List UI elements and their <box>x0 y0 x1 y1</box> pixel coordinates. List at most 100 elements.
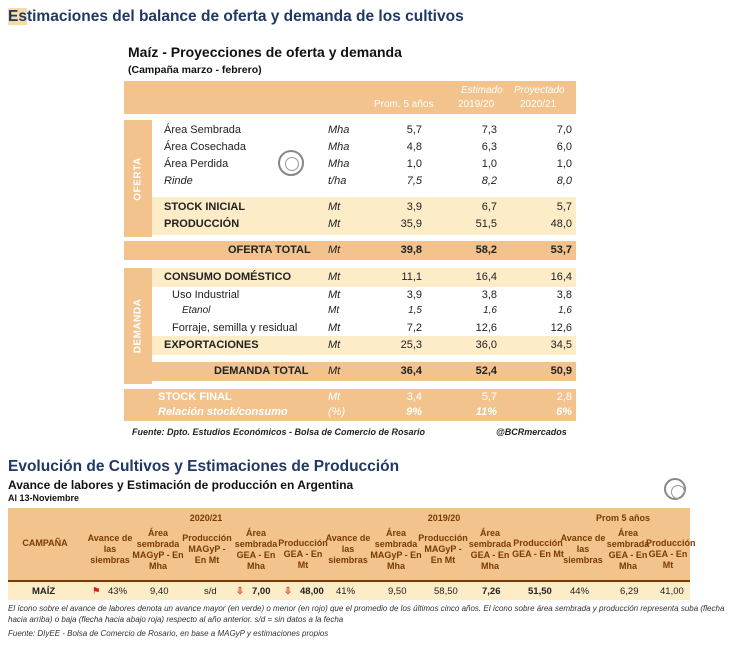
label: Área Sembrada <box>164 124 242 136</box>
label: Rinde <box>164 175 193 187</box>
header-proyectado: Proyectado <box>514 85 565 96</box>
prod-magyp-2019-20: 58,50 <box>434 586 458 597</box>
arrow-down-icon: ⇩ <box>284 586 292 597</box>
unit: Mt <box>328 218 341 230</box>
crop-label: MAÍZ <box>32 586 56 597</box>
arrow-down-icon: ⇩ <box>236 586 244 597</box>
unit: Mha <box>328 124 350 136</box>
value-2019-20: 6,7 <box>481 201 497 213</box>
col-avance-2: Avance de las siembras <box>325 533 371 565</box>
value-2019-20: 16,4 <box>475 271 497 283</box>
value-prom5: 4,8 <box>406 141 422 153</box>
header-prom5: Prom. 5 años <box>374 99 434 110</box>
value-prom5: 1,5 <box>408 305 422 316</box>
flag-icon: ⚑ <box>92 586 101 597</box>
value-2020-21: 1,0 <box>556 158 572 170</box>
col-prod-magyp-2: Producción MAGyP - En Mt <box>418 533 468 565</box>
main-title: Estimaciones del balance de oferta y dem… <box>8 8 464 26</box>
bcr-seal-icon-2 <box>664 478 686 500</box>
bcr-seal-icon <box>278 150 304 176</box>
col-prod-gea-1: Producción GEA - En Mt <box>278 538 328 570</box>
value-prom5: 3,4 <box>406 391 422 403</box>
value-2020-21: 3,8 <box>556 289 572 301</box>
footnote: El ícono sobre el avance de labores deno… <box>8 604 725 624</box>
header-2020-21: 2020/21 <box>520 99 557 110</box>
table1-source: Fuente: Dpto. Estudios Económicos - Bols… <box>132 427 426 437</box>
area-gea-2020-21: 7,00 <box>252 586 271 597</box>
row-exportaciones: EXPORTACIONES Mt 25,3 36,0 34,5 <box>124 337 576 354</box>
row-stock-inicial: STOCK INICIAL Mt 3,9 6,7 5,7 <box>124 199 576 216</box>
header-estimado: Estimado <box>461 85 503 96</box>
prod-magyp-2020-21: s/d <box>204 586 217 597</box>
band-oferta-total <box>124 241 576 260</box>
prod-gea-2020-21: 48,00 <box>300 586 324 597</box>
value-2020-21: 50,9 <box>550 365 572 377</box>
label: EXPORTACIONES <box>164 339 259 351</box>
value-2019-20: 3,8 <box>481 289 497 301</box>
section2-date: Al 13-Noviembre <box>8 493 80 503</box>
group-2019-20: 2019/20 <box>427 513 461 523</box>
row-area-sembrada: Área Sembrada Mha 5,7 7,3 7,0 <box>124 122 576 139</box>
col-prod-gea-2: Producción GEA - En Mt <box>512 538 564 559</box>
col-area-magyp-2: Área sembrada MAGyP - En Mha <box>370 528 422 571</box>
header-2019-20: 2019/20 <box>458 99 495 110</box>
value-prom5: 7,2 <box>406 322 422 334</box>
band-demanda-total <box>124 362 576 381</box>
avance-2019-20: 41% <box>336 586 356 597</box>
area-magyp-2020-21: 9,40 <box>150 586 169 597</box>
row-area-cosechada: Área Cosechada Mha 4,8 6,3 6,0 <box>124 139 576 156</box>
label: Área Perdida <box>164 158 229 170</box>
value-prom5: 3,9 <box>406 289 422 301</box>
unit: Mt <box>328 201 341 213</box>
unit: Mt <box>328 289 341 301</box>
unit: Mt <box>328 244 341 256</box>
avance-prom5: 44% <box>570 586 590 597</box>
progress-table-header: 2020/21 2019/20 Prom 5 años CAMPAÑA Avan… <box>8 508 696 580</box>
label: Forraje, semilla y residual <box>172 322 298 334</box>
table-subtitle: (Campaña marzo - febrero) <box>128 64 262 76</box>
col-avance-1: Avance de las siembras <box>87 533 133 565</box>
area-gea-prom5: 6,29 <box>620 586 639 597</box>
value-2020-21: 1,6 <box>558 305 572 316</box>
value-prom5: 25,3 <box>400 339 422 351</box>
value-2019-20: 1,6 <box>483 305 497 316</box>
row-demanda-total: DEMANDA TOTAL Mt 36,4 52,4 50,9 <box>124 363 576 380</box>
unit: Mt <box>328 305 340 316</box>
value-2019-20: 58,2 <box>475 244 497 256</box>
row-oferta-total: OFERTA TOTAL Mt 39,8 58,2 53,7 <box>124 242 576 259</box>
value-2019-20: 12,6 <box>475 322 497 334</box>
label: Relación stock/consumo <box>158 406 288 418</box>
col-area-gea-2: Área sembrada GEA - En Mha <box>468 528 512 571</box>
label: OFERTA TOTAL <box>228 244 311 256</box>
value-2019-20: 11% <box>475 406 497 418</box>
col-area-gea-3: Área sembrada GEA - En Mha <box>606 528 650 571</box>
band-stock-final <box>124 389 576 421</box>
row-consumo: CONSUMO DOMÉSTICO Mt 11,1 16,4 16,4 <box>124 269 576 286</box>
col-prod-magyp-1: Producción MAGyP - En Mt <box>182 533 232 565</box>
row-area-perdida: Área Perdida Mha 1,0 1,0 1,0 <box>124 156 576 173</box>
label: Uso Industrial <box>172 289 240 301</box>
group-2020-21: 2020/21 <box>189 513 223 523</box>
unit: Mt <box>328 391 341 403</box>
value-prom5: 5,7 <box>406 124 422 136</box>
row-forraje: Forraje, semilla y residual Mt 7,2 12,6 … <box>124 320 576 337</box>
row-produccion: PRODUCCIÓN Mt 35,9 51,5 48,0 <box>124 216 576 233</box>
prod-gea-prom5: 41,00 <box>660 586 684 597</box>
avance-2020-21: 43% <box>108 586 128 597</box>
row-stock-final: STOCK FINAL Mt 3,4 5,7 2,8 <box>124 389 576 406</box>
value-2020-21: 6,0 <box>556 141 572 153</box>
value-2020-21: 48,0 <box>550 218 572 230</box>
value-prom5: 35,9 <box>400 218 422 230</box>
unit: t/ha <box>328 175 347 187</box>
unit: Mt <box>328 271 341 283</box>
value-2019-20: 36,0 <box>475 339 497 351</box>
unit: (%) <box>328 406 346 418</box>
label: STOCK FINAL <box>158 391 232 403</box>
label: Etanol <box>182 305 211 316</box>
table-title: Maíz - Proyecciones de oferta y demanda <box>128 44 402 60</box>
value-2020-21: 6% <box>556 406 572 418</box>
value-2020-21: 16,4 <box>550 271 572 283</box>
col-prod-gea-3: Producción GEA - En Mt <box>646 538 696 570</box>
unit: Mt <box>328 322 341 334</box>
header-divider <box>8 580 690 582</box>
